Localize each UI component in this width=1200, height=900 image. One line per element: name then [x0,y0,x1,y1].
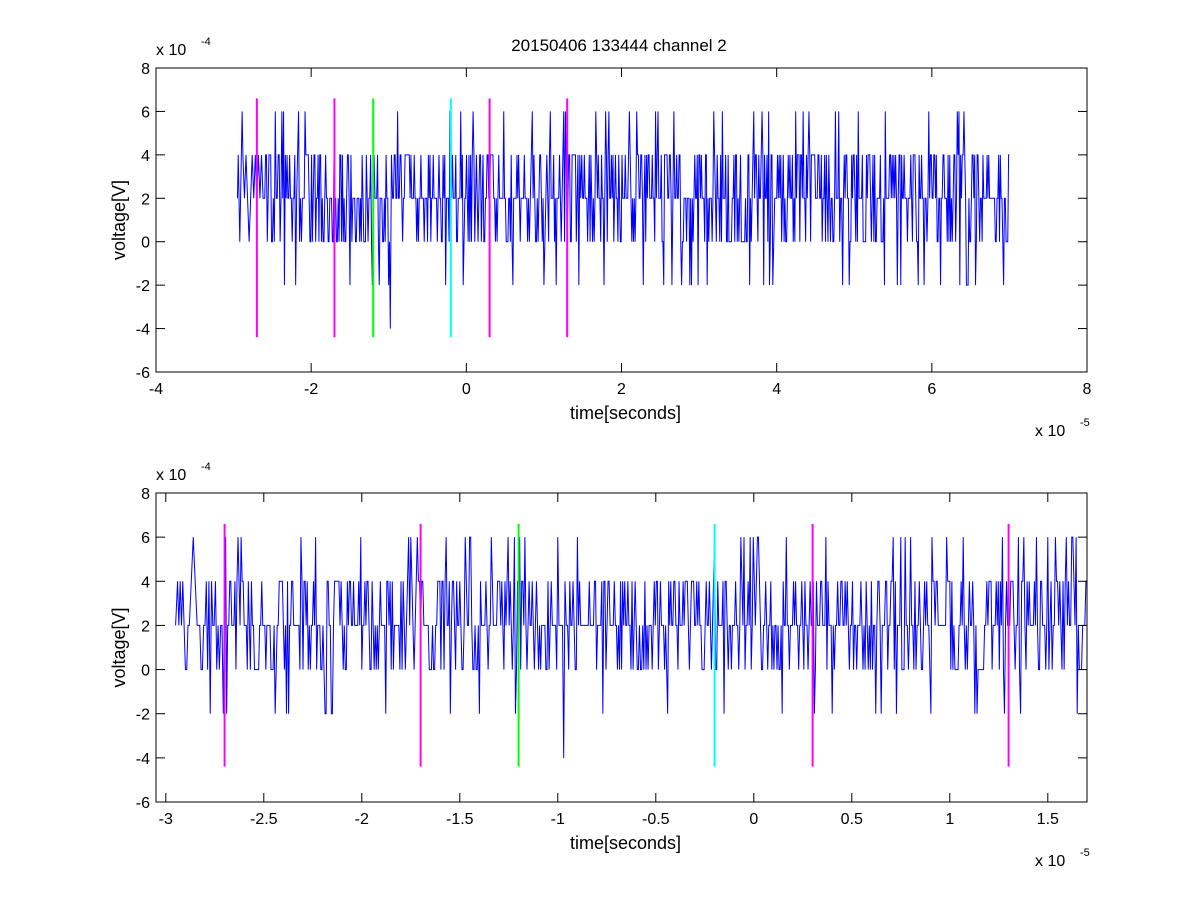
y-tick-label: -4 [136,751,150,768]
x-tick-label: -2.5 [250,811,278,828]
y-tick-label: 2 [141,191,150,208]
y-tick-label: 4 [141,148,150,165]
x-tick-label: 2 [617,381,626,398]
x-tick-label: -2 [355,811,369,828]
x-tick-label: -1 [551,811,565,828]
y-tick-label: 8 [141,486,150,503]
x-tick-label: 0 [749,811,758,828]
figure-title: 20150406 133444 channel 2 [511,36,727,55]
y-tick-label: 0 [141,663,150,680]
series-line [175,536,1087,758]
y-tick-label: 4 [141,574,150,591]
y-axis-label: voltage[V] [109,180,129,260]
x-tick-label: -2 [304,381,318,398]
x-exponent-label: x 10 [1035,853,1065,870]
x-tick-label: 8 [1083,381,1092,398]
y-exponent-label: x 10 [156,467,186,484]
y-tick-label: 6 [141,530,150,547]
x-tick-label: 0 [462,381,471,398]
x-tick-label: 4 [772,381,781,398]
x-tick-label: 1 [945,811,954,828]
y-tick-label: 6 [141,104,150,121]
axes-box [155,492,1088,803]
x-tick-label: 1.5 [1037,811,1059,828]
y-tick-label: -2 [136,707,150,724]
x-tick-label: -0.5 [642,811,670,828]
x-tick-label: 0.5 [841,811,863,828]
plot-top: -4 -2 0 2 4 6 8-6-4-202468time[seconds]voltage… [109,36,1092,440]
x-exponent-label: x 10 [1035,423,1065,440]
y-tick-label: 8 [141,61,150,78]
y-tick-label: -6 [136,795,150,812]
x-tick-label: -4 [149,381,163,398]
x-tick-label: -3 [159,811,173,828]
series-line [236,110,1010,329]
plot-bottom: -3 -2.5 -2 -1.5 -1 -0.5 0 0.5 1 1.5 -6 -4 -2 0 2 4 6 8 tim… [109,461,1090,870]
x-tick-label: 6 [927,381,936,398]
x-axis-label: time[seconds] [570,403,681,423]
x-exponent-power: -5 [1080,847,1090,859]
x-axis-label: time[seconds] [570,833,681,853]
y-tick-label: -2 [136,278,150,295]
y-tick-label: 2 [141,618,150,635]
y-exponent-power: -4 [201,461,211,473]
y-exponent-power: -4 [201,36,211,48]
y-tick-label: -4 [136,322,150,339]
x-tick-label: -1.5 [446,811,474,828]
y-exponent-label: x 10 [156,42,186,59]
x-exponent-power: -5 [1080,417,1090,429]
y-tick-label: 0 [141,235,150,252]
y-axis-label: voltage[V] [109,607,129,687]
y-tick-label: -6 [136,365,150,382]
